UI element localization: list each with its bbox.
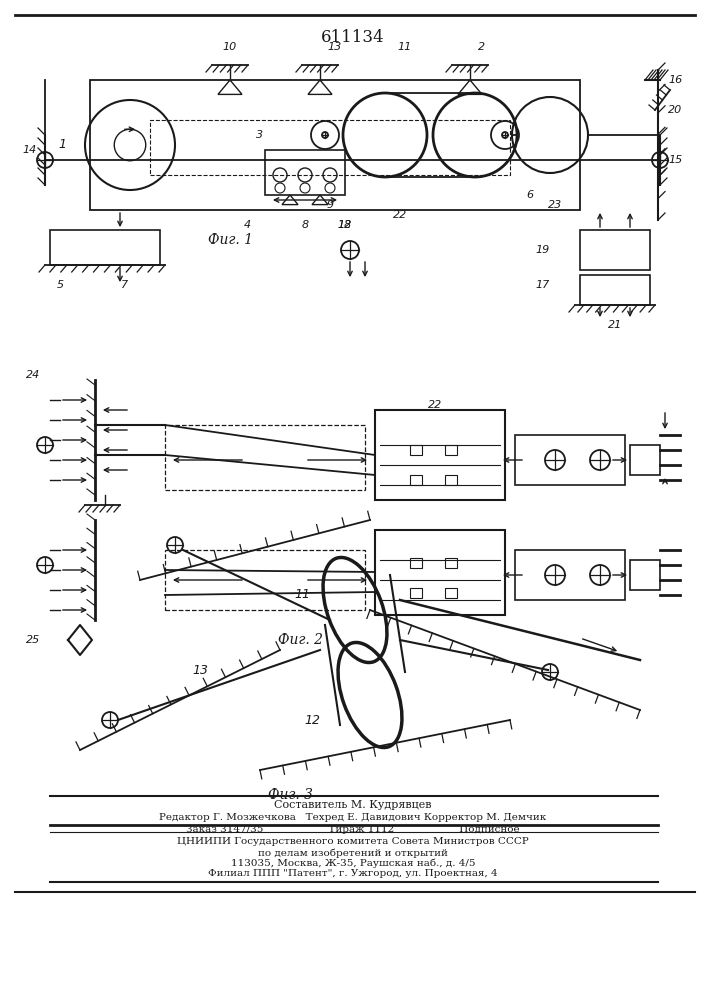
Bar <box>445 558 457 568</box>
Bar <box>150 120 510 175</box>
Bar <box>580 230 650 270</box>
Text: 17: 17 <box>536 280 550 290</box>
Text: Редактор Г. Мозжечкова   Техред Е. Давидович Корректор М. Демчик: Редактор Г. Мозжечкова Техред Е. Давидов… <box>159 812 547 822</box>
Text: Филиал ППП "Патент", г. Ужгород, ул. Проектная, 4: Филиал ППП "Патент", г. Ужгород, ул. Про… <box>208 869 498 879</box>
Text: 18: 18 <box>338 220 352 230</box>
Text: Фиг. 1: Фиг. 1 <box>207 233 252 247</box>
Text: 12: 12 <box>338 220 352 230</box>
Text: Составитель М. Кудрявцев: Составитель М. Кудрявцев <box>274 800 432 810</box>
Text: ЦНИИПИ Государственного комитета Совета Министров СССР: ЦНИИПИ Государственного комитета Совета … <box>177 838 529 846</box>
Bar <box>515 435 625 485</box>
Bar <box>410 588 422 598</box>
Text: 12: 12 <box>304 714 320 726</box>
Text: Фиг. 2: Фиг. 2 <box>278 633 322 647</box>
Text: 11: 11 <box>294 588 310 601</box>
Bar <box>90 80 580 210</box>
Text: 6: 6 <box>527 190 534 200</box>
Bar <box>265 150 345 195</box>
Text: 13: 13 <box>328 42 342 52</box>
Bar <box>630 560 660 590</box>
Text: 9: 9 <box>327 200 334 210</box>
Text: 23: 23 <box>548 200 562 210</box>
Text: 25: 25 <box>26 635 40 645</box>
Text: 22: 22 <box>393 210 407 220</box>
Text: 2: 2 <box>479 42 486 52</box>
Text: Заказ 3147/35                    Тираж 1112                    Подписное: Заказ 3147/35 Тираж 1112 Подписное <box>186 826 520 834</box>
Text: 1: 1 <box>58 138 66 151</box>
Text: 15: 15 <box>668 155 682 165</box>
Bar <box>375 410 505 500</box>
Text: 22: 22 <box>428 400 442 410</box>
Text: 14: 14 <box>23 145 37 155</box>
Text: 7: 7 <box>122 280 129 290</box>
Bar <box>410 558 422 568</box>
Bar <box>165 425 365 490</box>
Text: 4: 4 <box>243 220 250 230</box>
Bar <box>410 445 422 455</box>
Text: 20: 20 <box>668 105 682 115</box>
Text: 16: 16 <box>668 75 682 85</box>
Text: 3: 3 <box>257 130 264 140</box>
Text: 113035, Москва, Ж-35, Раушская наб., д. 4/5: 113035, Москва, Ж-35, Раушская наб., д. … <box>230 858 475 868</box>
Text: 21: 21 <box>608 320 622 330</box>
Bar <box>515 550 625 600</box>
Bar <box>445 475 457 485</box>
Text: 611134: 611134 <box>321 29 385 46</box>
Bar <box>165 550 365 610</box>
Text: 24: 24 <box>26 370 40 380</box>
Text: 5: 5 <box>57 280 64 290</box>
Text: 13: 13 <box>192 664 208 676</box>
Text: Фиг. 3: Фиг. 3 <box>267 788 312 802</box>
Text: по делам изобретений и открытий: по делам изобретений и открытий <box>258 848 448 858</box>
Bar <box>50 230 160 265</box>
Bar <box>630 445 660 475</box>
Bar <box>445 588 457 598</box>
Text: 8: 8 <box>301 220 308 230</box>
Text: 11: 11 <box>398 42 412 52</box>
Bar <box>580 275 650 305</box>
Bar <box>410 475 422 485</box>
Bar <box>375 530 505 615</box>
Text: 10: 10 <box>223 42 237 52</box>
Text: 19: 19 <box>536 245 550 255</box>
Bar <box>445 445 457 455</box>
